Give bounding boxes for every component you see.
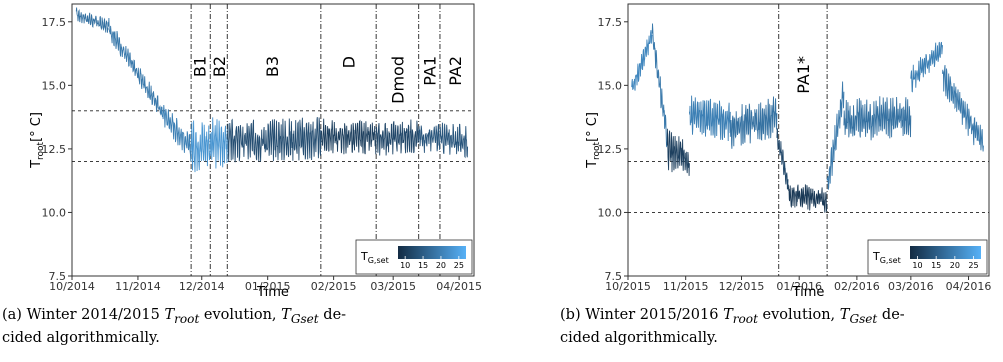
plot-area <box>627 3 990 277</box>
legend-title: TG,set <box>872 250 901 265</box>
y-axis-title: Troot[° C] <box>585 112 602 169</box>
legend-title-main: T <box>872 250 880 263</box>
series-line <box>75 7 109 33</box>
y-axis-title-unit: [° C] <box>585 112 600 142</box>
series-line <box>666 128 690 176</box>
x-tick-label: 03/2016 <box>888 280 934 293</box>
series-line <box>160 104 192 162</box>
caption-a-var1-sub: root <box>174 311 200 326</box>
y-axis-title-sub: root <box>36 141 46 160</box>
caption-b-var2-sub: Gset <box>849 311 878 326</box>
series-line <box>729 96 778 149</box>
y-tick-label: 15.0 <box>598 79 623 92</box>
series-line <box>776 128 789 190</box>
y-axis-title-unit: [° C] <box>29 112 44 142</box>
y-axis-title-main: T <box>29 160 44 169</box>
series-line <box>107 17 162 116</box>
legend-tick-label: 15 <box>418 261 428 270</box>
caption-a-prefix: (a) Winter 2014/2015 <box>2 307 165 323</box>
caption-a-mid: evolution, <box>199 307 282 323</box>
x-axis-title: Time <box>256 285 289 300</box>
x-tick-label: 11/2014 <box>115 280 161 293</box>
legend-tick-label: 20 <box>436 261 446 270</box>
caption-a-suffix: de- <box>318 307 347 323</box>
y-tick-label: 7.5 <box>49 270 67 283</box>
x-tick-label: 10/2014 <box>49 280 95 293</box>
phase-label: PA2 <box>446 56 465 86</box>
x-tick-label: 03/2015 <box>370 280 416 293</box>
y-tick-label: 7.5 <box>605 270 623 283</box>
x-tick-label: 12/2015 <box>719 280 765 293</box>
caption-a-line2: cided algorithmically. <box>2 329 160 346</box>
legend-title-main: T <box>360 250 368 263</box>
y-tick-label: 17.5 <box>598 16 623 29</box>
series-line <box>787 184 828 213</box>
x-tick-label: 01/2015 <box>245 280 291 293</box>
series-line <box>843 96 912 141</box>
phase-label: B1 <box>191 56 210 77</box>
chart-panel-a: 7.5 10.0 12.5 15.0 17.5 10/2014 11/2014 12/2014… <box>29 3 482 300</box>
x-tick-label: 04/2016 <box>946 280 992 293</box>
y-tick-label: 12.5 <box>42 143 67 156</box>
caption-b-prefix: (b) Winter 2015/2016 <box>560 307 724 323</box>
x-tick-label: 12/2014 <box>179 280 225 293</box>
series-line <box>910 41 943 93</box>
series-line <box>190 117 228 173</box>
caption-b-var1-sub: root <box>732 311 758 326</box>
legend-tick-label: 25 <box>968 261 978 270</box>
x-tick-label: 04/2015 <box>436 280 482 293</box>
series-line <box>418 122 469 159</box>
legend-colorbar <box>398 246 466 259</box>
series-line <box>826 81 845 190</box>
caption-a-var2: T <box>281 307 291 323</box>
series-line <box>651 23 668 148</box>
y-tick-label: 17.5 <box>42 16 67 29</box>
legend-tick-label: 20 <box>950 261 960 270</box>
x-tick-label: 02/2016 <box>834 280 880 293</box>
legend-colorbar <box>910 246 981 259</box>
legend-title-sub: G,set <box>880 256 901 265</box>
caption-a-var1: T <box>164 307 175 323</box>
series-line <box>320 118 377 155</box>
x-tick-label: 02/2015 <box>311 280 357 293</box>
y-axis-title-sub: root <box>592 141 602 160</box>
phase-label: B2 <box>210 56 229 77</box>
y-tick-label: 12.5 <box>598 143 623 156</box>
caption-b-mid: evolution, <box>757 307 840 323</box>
caption-a-var2-sub: Gset <box>290 311 319 326</box>
y-axis-title: Troot[° C] <box>29 112 46 169</box>
legend-tick-label: 10 <box>912 261 922 270</box>
legend-tick-label: 25 <box>454 261 464 270</box>
series-line <box>631 30 653 91</box>
legend-title: TG,set <box>360 250 389 265</box>
y-axis-title-main: T <box>585 160 600 169</box>
series-line <box>375 119 420 156</box>
phase-label: B3 <box>263 56 282 77</box>
caption-b-var2: T <box>839 307 850 323</box>
caption-b: (b) Winter 2015/2016 Troot evolution, TG… <box>560 306 970 348</box>
chart-panel-b: 7.5 10.0 12.5 15.0 17.5 10/2015 11/2015 12/2015… <box>585 3 992 300</box>
caption-b-line2: cided algorithmically. <box>560 329 718 346</box>
y-tick-label: 15.0 <box>42 79 67 92</box>
x-tick-label: 11/2015 <box>663 280 709 293</box>
legend-title-sub: G,set <box>368 256 389 265</box>
x-axis-title: Time <box>792 285 825 300</box>
legend-tick-label: 10 <box>400 261 410 270</box>
phase-label: PA1 <box>420 56 439 86</box>
series-line <box>226 117 322 163</box>
x-tick-label: 01/2016 <box>776 280 822 293</box>
legend-tick-label: 15 <box>931 261 941 270</box>
phase-label: D <box>340 56 359 68</box>
phase-label: Dmod <box>388 56 407 104</box>
caption-b-var1: T <box>723 307 733 323</box>
y-tick-label: 10.0 <box>598 206 623 219</box>
series-line <box>942 64 984 152</box>
caption-a: (a) Winter 2014/2015 Troot evolution, TG… <box>2 306 412 348</box>
series-line <box>688 95 731 142</box>
x-tick-label: 10/2015 <box>605 280 651 293</box>
y-tick-label: 10.0 <box>42 206 67 219</box>
caption-b-suffix: de- <box>877 307 905 323</box>
phase-label: PA1* <box>794 56 813 94</box>
